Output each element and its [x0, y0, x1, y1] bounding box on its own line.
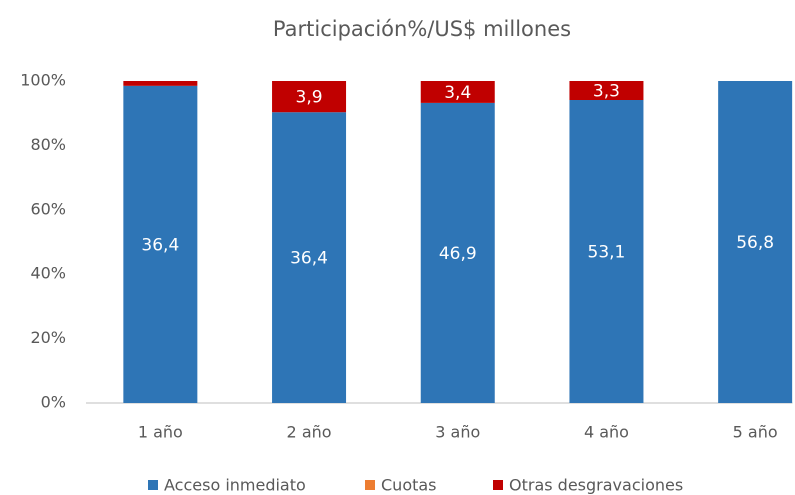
data-label: 56,8	[736, 233, 774, 253]
data-label: 3,9	[296, 88, 323, 108]
y-tick-label: 0%	[41, 393, 66, 412]
data-label: 46,9	[439, 244, 477, 264]
data-label: 3,4	[444, 83, 471, 103]
bar-segment	[123, 81, 198, 86]
bar-segment	[420, 102, 495, 403]
bar-segment	[272, 112, 347, 403]
data-label: 53,1	[588, 242, 626, 262]
legend-swatch	[148, 480, 158, 490]
x-tick-label: 2 año	[287, 423, 332, 442]
data-label: 36,4	[141, 235, 179, 255]
x-tick-label: 3 año	[435, 423, 480, 442]
bar-segment	[123, 85, 198, 403]
bar-segment	[569, 81, 644, 100]
legend-swatch	[493, 480, 503, 490]
y-tick-label: 60%	[30, 199, 66, 218]
chart-title: Participación%/US$ millones	[273, 17, 571, 41]
y-tick-label: 80%	[30, 135, 66, 154]
bar-segment	[420, 81, 495, 103]
bar-segment	[272, 81, 347, 113]
legend-label: Cuotas	[381, 476, 437, 495]
bar-segment	[718, 81, 793, 403]
legend-swatch	[365, 480, 375, 490]
x-tick-label: 4 año	[584, 423, 629, 442]
y-tick-label: 40%	[30, 264, 66, 283]
x-tick-label: 5 año	[733, 423, 778, 442]
bar-segment	[569, 99, 644, 404]
y-tick-label: 20%	[30, 328, 66, 347]
legend-label: Acceso inmediato	[164, 476, 306, 495]
data-label: 36,4	[290, 249, 328, 269]
y-tick-label: 100%	[20, 71, 66, 90]
data-label: 3,3	[593, 81, 620, 101]
x-tick-label: 1 año	[138, 423, 183, 442]
legend-label: Otras desgravaciones	[509, 476, 683, 495]
